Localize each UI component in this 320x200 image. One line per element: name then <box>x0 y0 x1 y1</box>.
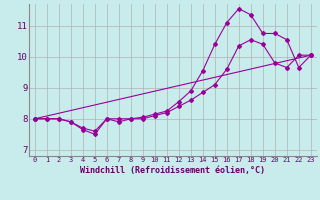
X-axis label: Windchill (Refroidissement éolien,°C): Windchill (Refroidissement éolien,°C) <box>80 166 265 175</box>
